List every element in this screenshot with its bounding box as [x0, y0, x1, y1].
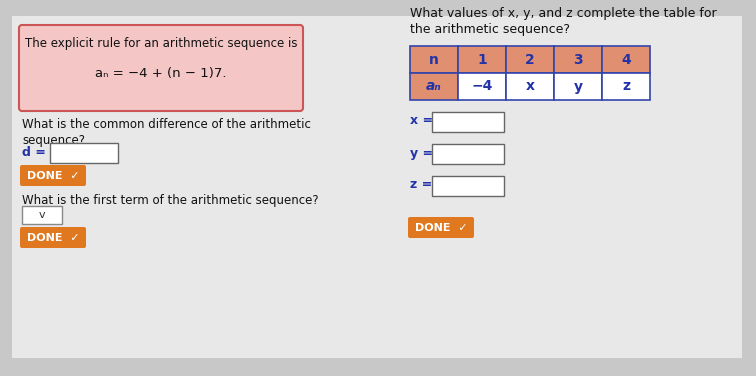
Bar [410, 46, 458, 73]
Bar [432, 176, 504, 196]
Text: What is the common difference of the arithmetic: What is the common difference of the ari… [22, 118, 311, 131]
Bar [506, 73, 554, 100]
Text: 1: 1 [477, 53, 487, 67]
FancyBboxPatch shape [20, 227, 86, 248]
Text: d =: d = [22, 146, 46, 159]
Text: What is the first term of the arithmetic sequence?: What is the first term of the arithmetic… [22, 194, 318, 207]
Bar [458, 73, 506, 100]
Bar [602, 73, 650, 100]
Text: 2: 2 [525, 53, 535, 67]
Bar [458, 46, 506, 73]
Text: −4: −4 [471, 79, 493, 94]
Text: aₙ = −4 + (n − 1)7.: aₙ = −4 + (n − 1)7. [95, 68, 227, 80]
Text: DONE  ✓: DONE ✓ [26, 171, 79, 181]
Bar [506, 46, 554, 73]
Text: z: z [622, 79, 630, 94]
Bar [50, 143, 118, 163]
Text: 4: 4 [621, 53, 631, 67]
Bar [22, 206, 62, 224]
Text: The explicit rule for an arithmetic sequence is: The explicit rule for an arithmetic sequ… [25, 38, 297, 50]
Text: z =: z = [410, 179, 432, 191]
Text: x: x [525, 79, 534, 94]
Text: aₙ: aₙ [426, 79, 442, 94]
Text: 3: 3 [573, 53, 583, 67]
Bar [432, 144, 504, 164]
Text: DONE  ✓: DONE ✓ [26, 233, 79, 243]
FancyBboxPatch shape [408, 217, 474, 238]
Text: v: v [39, 210, 45, 220]
FancyBboxPatch shape [20, 165, 86, 186]
Text: y =: y = [410, 147, 433, 159]
Bar [432, 112, 504, 132]
Bar [410, 73, 458, 100]
Text: DONE  ✓: DONE ✓ [415, 223, 467, 233]
Text: n: n [429, 53, 439, 67]
Text: the arithmetic sequence?: the arithmetic sequence? [410, 23, 570, 36]
Text: What values of x, y, and z complete the table for: What values of x, y, and z complete the … [410, 8, 717, 21]
Text: y: y [574, 79, 583, 94]
Bar [602, 46, 650, 73]
Text: x =: x = [410, 115, 433, 127]
Bar [554, 46, 602, 73]
FancyBboxPatch shape [19, 25, 303, 111]
Text: sequence?: sequence? [22, 134, 85, 147]
Bar [554, 73, 602, 100]
